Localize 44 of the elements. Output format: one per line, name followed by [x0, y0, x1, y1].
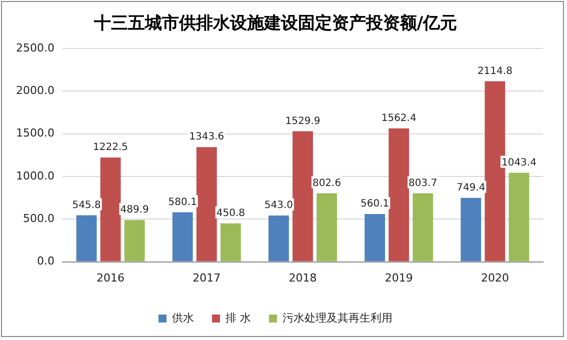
- data-label: 543.0: [264, 200, 294, 212]
- y-tick-label: 1000.0: [16, 169, 54, 182]
- data-label: 560.1: [360, 198, 390, 210]
- bar: [364, 214, 386, 262]
- data-label: 1222.5: [93, 142, 128, 154]
- bar: [268, 215, 289, 262]
- data-label: 2114.8: [477, 66, 512, 77]
- bar: [388, 128, 410, 262]
- data-label: 1043.4: [501, 157, 536, 168]
- bar: [196, 147, 217, 262]
- y-tick-label: 2000.0: [16, 84, 54, 97]
- bar: [316, 193, 337, 262]
- bar: [508, 172, 530, 262]
- bar: [172, 212, 193, 262]
- x-tick-label: 2018: [288, 271, 317, 284]
- bar: [412, 193, 434, 262]
- bar: [100, 157, 121, 262]
- data-label: 489.9: [120, 204, 149, 216]
- y-tick-label: 2500.0: [16, 41, 54, 54]
- data-label: 450.8: [216, 208, 245, 219]
- bar: [460, 198, 482, 262]
- y-tick-label: 0.0: [36, 254, 54, 268]
- y-tick-label: 500.0: [22, 212, 54, 225]
- data-label: 580.1: [168, 196, 197, 208]
- bar: [124, 220, 145, 262]
- data-label: 545.8: [72, 200, 101, 211]
- data-label: 1529.9: [285, 116, 320, 127]
- bar: [220, 223, 241, 262]
- data-label: 802.6: [312, 178, 342, 189]
- x-tick-label: 2016: [96, 271, 125, 284]
- bar: [292, 131, 313, 262]
- legend-label: 供水: [172, 311, 194, 324]
- legend-label: 污水处理及其再生利用: [282, 311, 392, 324]
- y-tick-label: 1500.0: [16, 126, 54, 140]
- bar: [76, 215, 97, 262]
- data-label: 749.4: [456, 182, 486, 194]
- x-tick-label: 2017: [192, 271, 221, 284]
- chart-title: 十三五城市供排水设施建设固定资产投资额/亿元: [92, 14, 458, 34]
- data-label: 803.7: [408, 178, 438, 189]
- legend-label: 排 水: [226, 311, 251, 324]
- data-label: 1562.4: [381, 113, 416, 124]
- data-label: 1343.6: [189, 132, 224, 143]
- x-tick-label: 2020: [480, 271, 509, 284]
- x-tick-label: 2019: [384, 271, 413, 284]
